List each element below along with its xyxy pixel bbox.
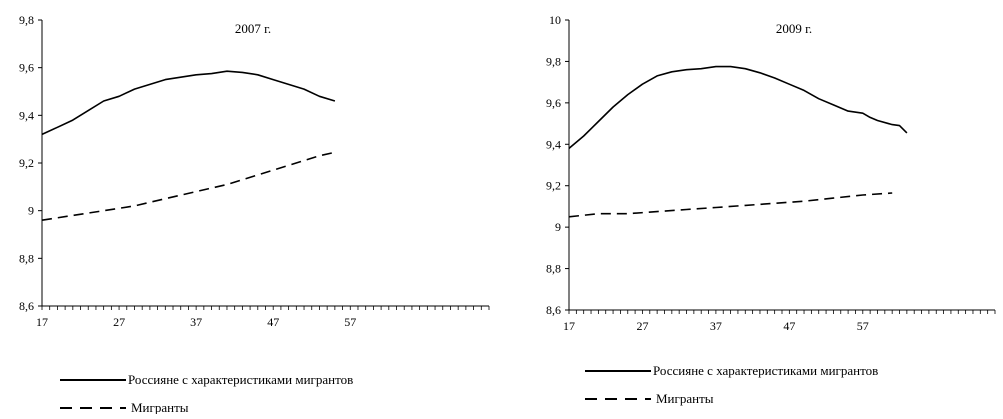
series-line-russians — [568, 65, 908, 150]
legend-label-migrants: Мигранты — [656, 391, 714, 406]
x-tick-label: 37 — [710, 319, 722, 333]
y-tick-label: 8,6 — [19, 299, 34, 313]
x-tick-label: 17 — [563, 319, 575, 333]
y-tick-label: 9 — [28, 204, 34, 218]
x-tick-label: 17 — [36, 315, 48, 329]
x-tick-label: 47 — [783, 319, 795, 333]
legend: Россияне с характеристиками мигрантов Ми… — [60, 372, 353, 415]
y-tick-label: 9,4 — [19, 108, 34, 122]
legend-label-russians: Россияне с характеристиками мигрантов — [653, 363, 878, 378]
x-tick-label: 57 — [857, 319, 869, 333]
x-axis-ticks: 17 27 37 47 57 — [563, 310, 996, 333]
y-tick-label: 9,4 — [546, 137, 561, 151]
legend-label-migrants: Мигранты — [131, 400, 189, 414]
x-tick-label: 57 — [344, 315, 356, 329]
series-line-russians — [41, 70, 336, 136]
legend: Россияне с характеристиками мигрантов Ми… — [585, 363, 878, 406]
x-tick-label: 27 — [636, 319, 648, 333]
series-lines — [568, 65, 908, 218]
y-axis-ticks: 8,6 8,8 9 9,2 9,4 9,6 9,8 10 — [546, 13, 569, 317]
y-tick-label: 9,8 — [19, 13, 34, 27]
chart-title: 2009 г. — [776, 21, 812, 36]
y-tick-label: 9,2 — [546, 179, 561, 193]
series-line-migrants — [41, 151, 336, 221]
chart-2007: 2007 г. 8,6 8,8 9 9,2 9,4 9,6 9,8 17 27 37 47 57 Р… — [19, 13, 490, 415]
x-tick-label: 47 — [267, 315, 279, 329]
series-line-migrants — [568, 192, 893, 218]
x-axis-ticks: 17 27 37 47 57 — [36, 306, 490, 329]
y-tick-label: 9,2 — [19, 156, 34, 170]
x-tick-label: 37 — [190, 315, 202, 329]
x-tick-label: 27 — [113, 315, 125, 329]
y-tick-label: 8,8 — [546, 262, 561, 276]
y-tick-label: 8,8 — [19, 251, 34, 265]
y-tick-label: 9,6 — [19, 61, 34, 75]
legend-label-russians: Россияне с характеристиками мигрантов — [128, 372, 353, 387]
y-tick-label: 9,8 — [546, 54, 561, 68]
y-axis-ticks: 8,6 8,8 9 9,2 9,4 9,6 9,8 — [19, 13, 42, 313]
y-tick-label: 9 — [555, 220, 561, 234]
series-lines — [41, 70, 336, 221]
y-tick-label: 10 — [549, 13, 561, 27]
y-tick-label: 9,6 — [546, 96, 561, 110]
chart-title: 2007 г. — [235, 21, 271, 36]
chart-2009: 2009 г. 8,6 8,8 9 9,2 9,4 9,6 9,8 10 17 27 37 47 57… — [546, 13, 996, 406]
y-tick-label: 8,6 — [546, 303, 561, 317]
